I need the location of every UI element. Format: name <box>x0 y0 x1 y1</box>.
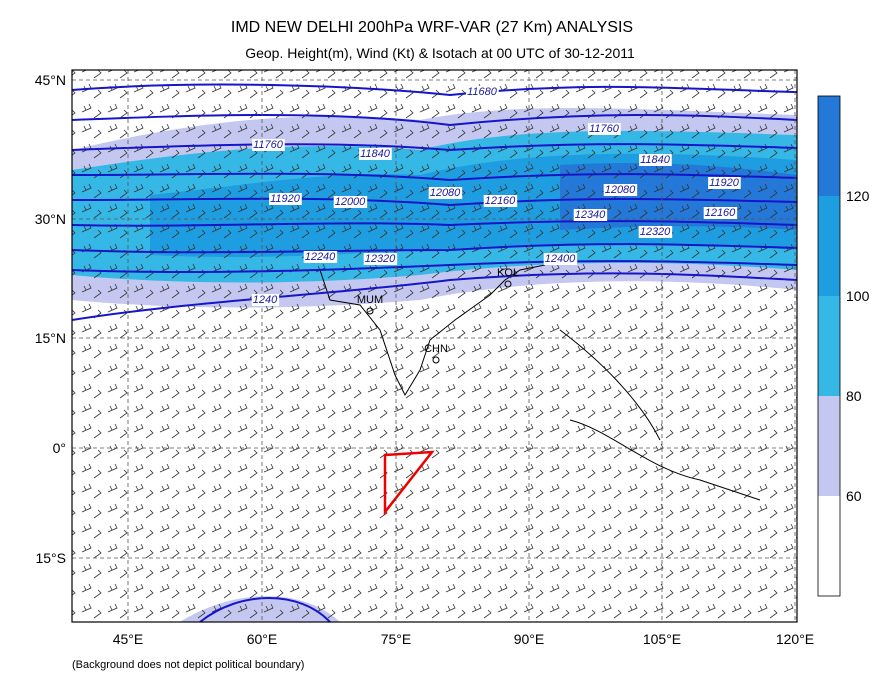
contour-label: 11760 <box>253 139 284 151</box>
colorbar-segment <box>818 296 840 396</box>
contour <box>72 143 797 152</box>
colorbar-label: 120 <box>846 188 870 204</box>
lat-label: 30°N <box>35 211 66 227</box>
colorbar-frame <box>817 95 841 597</box>
colorbar-segment <box>818 396 840 496</box>
contour <box>199 597 331 622</box>
contour-label: 11760 <box>589 123 620 135</box>
contour-label: 11920 <box>709 177 740 189</box>
lat-label: 45°N <box>35 72 66 88</box>
contour-label: 12080 <box>430 187 461 199</box>
coastline-india <box>319 264 546 397</box>
contour-label: 11920 <box>270 193 301 205</box>
wind-barbs <box>72 70 797 622</box>
contour-label: 12320 <box>365 253 396 265</box>
contour-label-bg <box>303 251 338 263</box>
colorbar-label: 80 <box>846 388 862 404</box>
colorbar-label: 100 <box>846 288 870 304</box>
station-label: MUM <box>357 294 383 306</box>
contour-label: 11680 <box>467 86 498 98</box>
contour-label: 11840 <box>640 154 671 166</box>
contour-label: 12240 <box>305 251 336 263</box>
lon-label: 90°E <box>514 631 545 647</box>
station-label: CHN <box>424 343 448 355</box>
contour <box>72 220 797 227</box>
station-marker <box>366 307 374 315</box>
contour-label-bg <box>483 195 518 207</box>
map-frame <box>71 69 798 623</box>
station-marker <box>504 280 512 288</box>
footnote: (Background does not depict political bo… <box>72 659 304 671</box>
contour <box>72 83 797 97</box>
contour-label: 11840 <box>360 148 391 160</box>
contour-label-bg <box>466 86 499 98</box>
contour-label-bg <box>428 187 463 199</box>
contour-label: 12400 <box>545 253 576 265</box>
contour-label-bg <box>363 253 398 265</box>
contour-label-bg <box>252 139 285 151</box>
lat-label: 15°S <box>35 550 66 566</box>
contour-label-bg <box>603 184 638 196</box>
lon-label: 75°E <box>381 631 412 647</box>
map-area <box>72 70 797 622</box>
highlight-triangle <box>383 450 435 516</box>
coastline-asia <box>559 329 761 501</box>
contour-label: 12340 <box>575 209 606 221</box>
contour-label-bg <box>573 209 608 221</box>
contour-label-bg <box>333 196 368 208</box>
contour <box>72 172 797 182</box>
contour-label-bg <box>251 294 280 306</box>
contour <box>72 114 797 127</box>
contour <box>72 243 797 254</box>
contour-label: 12320 <box>640 226 671 238</box>
title: IMD NEW DELHI 200hPa WRF-VAR (27 Km) ANA… <box>231 19 633 36</box>
graticule <box>72 70 797 622</box>
station-label: KOL <box>497 267 519 279</box>
contour <box>72 272 797 321</box>
lon-label: 60°E <box>247 631 278 647</box>
contour-label-bg <box>588 123 621 135</box>
contour-label-bg <box>638 226 673 238</box>
contour-label: 12000 <box>335 196 366 208</box>
contour-label-bg <box>639 154 672 166</box>
contour <box>72 197 797 207</box>
colorbar-segment <box>818 496 840 596</box>
station-marker <box>432 356 440 364</box>
contour-label-bg <box>359 148 392 160</box>
contour <box>72 260 797 274</box>
subtitle: Geop. Height(m), Wind (Kt) & Isotach at … <box>245 45 635 61</box>
contour-label-bg <box>703 207 738 219</box>
lon-label: 45°E <box>113 631 144 647</box>
contour-label-bg <box>708 177 741 189</box>
contour-label: 12160 <box>485 195 516 207</box>
lat-label: 15°N <box>35 330 66 346</box>
contour-label-bg <box>269 193 302 205</box>
lon-label: 120°E <box>776 631 814 647</box>
contour-label-bg <box>543 253 578 265</box>
colorbar-segment <box>818 196 840 296</box>
colorbar-segment <box>818 96 840 196</box>
lon-label: 105°E <box>643 631 681 647</box>
lat-label: 0° <box>53 440 66 456</box>
contour-label: 1240 <box>253 294 278 306</box>
contour-label: 12160 <box>705 207 736 219</box>
colorbar-label: 60 <box>846 488 862 504</box>
contour-label: 12080 <box>605 184 636 196</box>
